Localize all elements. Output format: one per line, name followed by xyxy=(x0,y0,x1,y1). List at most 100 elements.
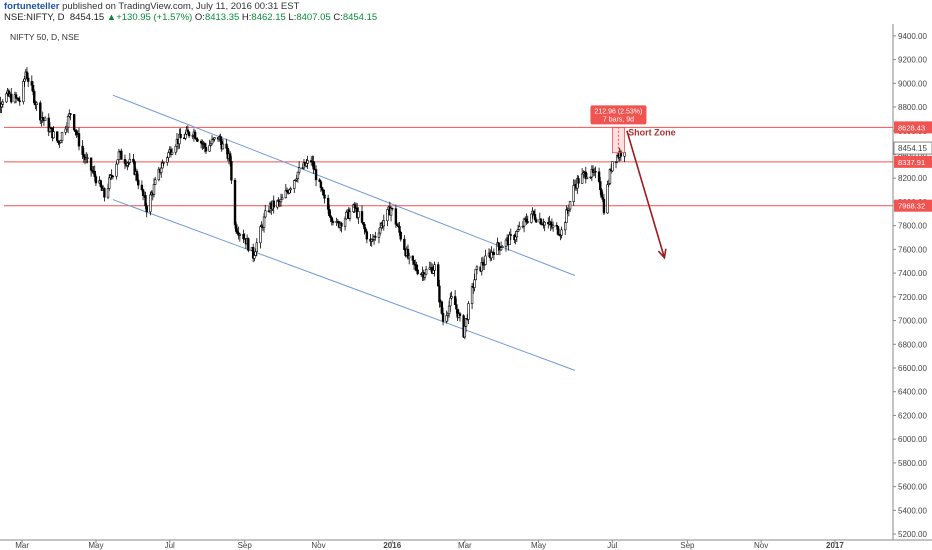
candle-body xyxy=(132,158,135,162)
candle-body xyxy=(399,232,402,240)
candle-body xyxy=(89,157,93,171)
candle-body xyxy=(140,184,144,190)
candle-body xyxy=(14,94,18,99)
candle-body xyxy=(473,279,476,288)
candle-body xyxy=(161,162,164,169)
candle-body xyxy=(264,210,267,218)
down-arrow-line xyxy=(626,130,666,258)
candle-body xyxy=(293,180,296,189)
candle-body xyxy=(467,303,470,320)
author-link[interactable]: fortuneteller xyxy=(4,1,60,12)
candle-body xyxy=(247,238,250,251)
candle-body xyxy=(331,221,335,223)
candle-body xyxy=(348,211,352,219)
price-tick-label: 6000.00 xyxy=(898,435,927,444)
candle-body xyxy=(509,234,512,236)
candle-body xyxy=(108,177,111,189)
candle-body xyxy=(534,219,538,223)
candle-body xyxy=(501,246,504,248)
level-badge xyxy=(894,155,932,168)
candle-body xyxy=(525,218,528,222)
time-tick-label: May xyxy=(531,541,546,550)
candle-body xyxy=(394,208,398,225)
candle-body xyxy=(86,157,89,159)
candle-body xyxy=(81,145,84,155)
low-label: L: xyxy=(288,12,297,23)
candle-body xyxy=(39,102,42,121)
candle-body xyxy=(470,286,474,304)
price-axis[interactable]: 5200.00 5400.00 5600.00 5800.00 6000.00 6200.… xyxy=(893,32,932,539)
candle-body xyxy=(106,188,110,198)
candle-body xyxy=(497,242,500,248)
price-tick-label: 5400.00 xyxy=(898,506,927,515)
candle-body xyxy=(328,209,331,217)
candle-body xyxy=(601,196,604,200)
candle-body xyxy=(474,269,477,281)
close-label: C: xyxy=(333,12,343,23)
candle-body xyxy=(116,159,119,165)
time-axis[interactable]: Mar May Jul Sep Nov 2016 Mar May Jul Sep Nov 2017 xyxy=(15,540,844,550)
measure-change-label: 212.96 (2.53%) xyxy=(595,108,643,115)
price-tick-label: 8800.00 xyxy=(898,103,927,112)
candle-body xyxy=(560,229,563,236)
candle-body xyxy=(193,131,197,139)
candle-body xyxy=(572,185,575,202)
candle-body xyxy=(330,217,333,222)
candle-body xyxy=(288,189,291,194)
candle-body xyxy=(594,170,597,173)
candle-body xyxy=(458,313,462,316)
candle-body xyxy=(475,266,479,270)
candle-body xyxy=(242,233,245,240)
candle-body xyxy=(340,222,343,227)
candle-body xyxy=(440,301,444,314)
candle-body xyxy=(1,101,4,105)
drawings: 212.96 (2.53%)7 bars, 9d Short Zone xyxy=(590,105,676,260)
candle-body xyxy=(18,100,21,102)
candle-body xyxy=(219,136,222,142)
price-change: +130.95 (+1.57%) xyxy=(116,12,193,23)
level-badge-label: 7968.32 xyxy=(898,202,925,211)
level-badge-label: 8628.43 xyxy=(898,123,925,132)
down-arrow-head-icon xyxy=(657,248,667,260)
candle-body xyxy=(353,204,356,209)
candle-body xyxy=(137,179,140,186)
measure-badge xyxy=(590,105,647,125)
candle-body xyxy=(602,198,606,214)
candle-body xyxy=(17,97,20,102)
current-price: 8454.15 xyxy=(69,12,105,23)
candle-body xyxy=(319,181,323,188)
candle-body xyxy=(111,175,115,178)
price-tick-label: 7400.00 xyxy=(898,269,927,278)
candle-body xyxy=(128,158,131,163)
channel-lower-line xyxy=(112,199,576,371)
candle-body xyxy=(357,211,360,218)
candle-body xyxy=(174,145,177,153)
candle-body xyxy=(398,226,401,233)
candle-body xyxy=(619,151,623,157)
candle-body xyxy=(611,161,614,172)
candle-body xyxy=(178,133,181,145)
candle-body xyxy=(186,129,190,133)
candle-body xyxy=(382,220,385,227)
candle-body xyxy=(5,93,8,103)
candle-body xyxy=(533,214,537,220)
candle-body xyxy=(25,71,29,79)
candle-body xyxy=(530,213,533,223)
chart-header: fortuneteller published on TradingView.c… xyxy=(0,0,932,24)
low-value: 8407.05 xyxy=(296,12,331,23)
candle-body xyxy=(449,297,452,307)
candle-body xyxy=(522,218,526,227)
price-tick-label: 7800.00 xyxy=(898,222,927,231)
candle-body xyxy=(441,313,445,322)
candle-body xyxy=(72,114,76,131)
price-tick-label: 9000.00 xyxy=(898,79,927,88)
candle-body xyxy=(424,268,428,275)
candle-body xyxy=(117,151,121,161)
level-badge-label: 8337.91 xyxy=(898,158,925,167)
candle-body xyxy=(99,180,102,187)
candle-body xyxy=(213,137,216,140)
candle-body xyxy=(60,132,64,141)
candle-body xyxy=(597,171,601,182)
candle-body xyxy=(225,143,228,149)
